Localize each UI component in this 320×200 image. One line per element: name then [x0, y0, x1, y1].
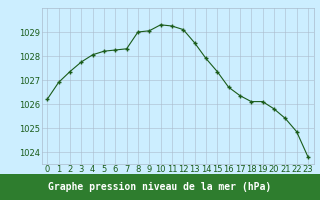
Text: Graphe pression niveau de la mer (hPa): Graphe pression niveau de la mer (hPa): [48, 182, 272, 192]
